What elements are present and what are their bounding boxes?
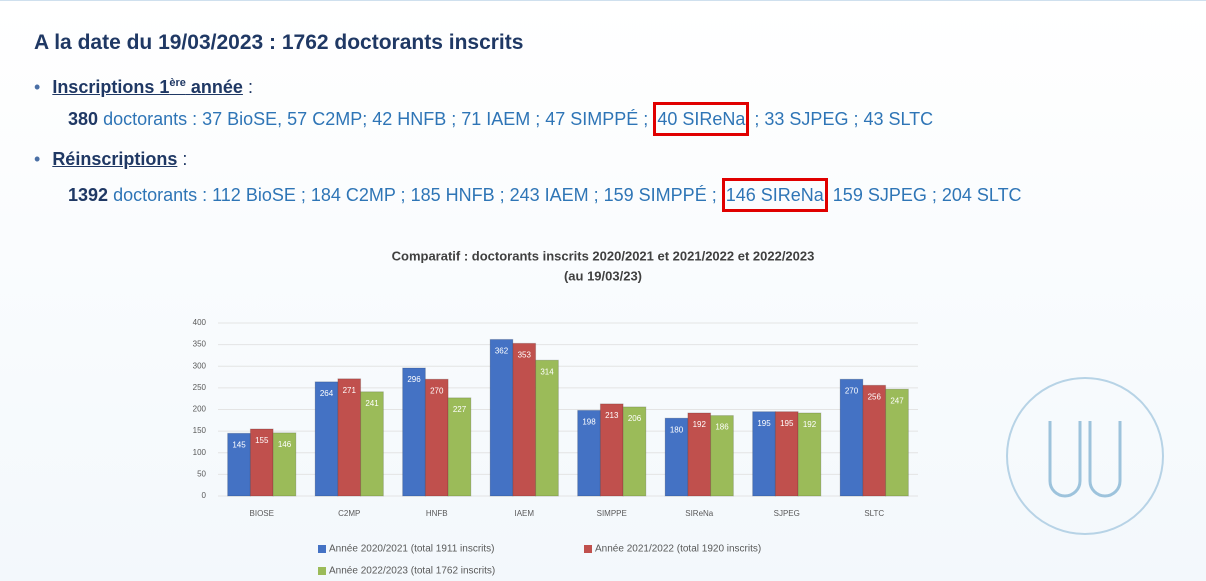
data-label: 270 [845, 386, 859, 395]
data-label: 192 [693, 420, 707, 429]
line: 1392 doctorants : 112 BioSE ; 184 C2MP ;… [68, 178, 1022, 212]
data-label: 241 [365, 399, 379, 408]
data-label: 353 [518, 350, 532, 359]
data-label: 314 [540, 367, 554, 376]
bar [622, 406, 647, 497]
legend-label: Année 2021/2022 (total 1920 inscrits) [595, 544, 761, 555]
y-tick-label: 150 [193, 426, 207, 435]
text: 159 SJPEG ; 204 SLTC [832, 185, 1022, 205]
chart-subtitle: (au 19/03/23) [564, 268, 642, 283]
y-tick-label: 50 [197, 469, 206, 478]
y-tick-label: 100 [193, 448, 207, 457]
highlight: 40 SIReNa [653, 102, 750, 136]
bar [839, 378, 864, 497]
bar [272, 432, 297, 497]
data-label: 256 [868, 392, 882, 401]
data-label: 198 [582, 417, 596, 426]
y-tick-label: 300 [193, 361, 207, 370]
y-tick-label: 400 [193, 318, 207, 327]
y-tick-label: 200 [193, 405, 207, 414]
bullet-label: année [190, 77, 243, 97]
x-tick-label: HNFB [426, 509, 448, 518]
x-tick-label: C2MP [338, 509, 360, 518]
data-label: 146 [278, 440, 292, 449]
line: 380 doctorants : 37 BioSE, 57 C2MP; 42 H… [68, 102, 934, 136]
y-tick-label: 0 [202, 491, 207, 500]
legend-swatch [318, 545, 326, 553]
bar [314, 381, 339, 497]
bar [360, 391, 384, 497]
x-tick-label: SLTC [864, 509, 884, 518]
data-label: 180 [670, 425, 684, 434]
x-tick-label: SIReNa [685, 509, 714, 518]
bar [797, 412, 822, 497]
data-label: 206 [628, 414, 642, 423]
bar [447, 397, 472, 497]
highlight: 146 SIReNa [721, 178, 828, 212]
data-label: 247 [890, 396, 904, 405]
legend-label: Année 2020/2021 (total 1911 inscrits) [329, 544, 494, 555]
logo [1006, 377, 1164, 535]
bullet-label: ère [169, 77, 186, 89]
legend-label: Année 2022/2023 (total 1762 inscrits) [329, 566, 495, 577]
data-label: 192 [803, 420, 817, 429]
bar [337, 378, 362, 497]
x-tick-label: IAEM [514, 509, 534, 518]
bullet: • Réinscriptions : [34, 149, 188, 169]
bar [512, 342, 537, 497]
colon: : [247, 77, 253, 97]
bar [862, 384, 887, 497]
legend-swatch [318, 567, 326, 575]
data-label: 145 [232, 440, 246, 449]
logo-mark [1048, 421, 1122, 498]
text: doctorants : 112 BioSE ; 184 C2MP ; 185 … [113, 185, 717, 205]
x-tick-label: SJPEG [774, 509, 800, 518]
chart-title: Comparatif : doctorants inscrits 2020/20… [392, 248, 815, 263]
bullet-label: Réinscriptions [52, 149, 178, 169]
bar [535, 359, 559, 497]
y-tick-label: 350 [193, 340, 207, 349]
data-label: 195 [757, 419, 771, 428]
x-tick-label: BIOSE [250, 509, 274, 518]
count: 380 [68, 109, 99, 129]
y-tick-label: 250 [193, 383, 207, 392]
data-label: 296 [407, 375, 421, 384]
data-label: 155 [255, 436, 269, 445]
data-label: 195 [780, 419, 794, 428]
text: ; 33 SJPEG ; 43 SLTC [754, 109, 934, 129]
legend-swatch [584, 545, 592, 553]
data-label: 227 [453, 405, 467, 414]
bullet-label: Inscriptions 1 [52, 77, 170, 97]
count: 1392 [68, 185, 109, 205]
data-label: 362 [495, 347, 509, 356]
bullet: • Inscriptions 1ère année : [34, 77, 253, 97]
data-label: 270 [430, 386, 444, 395]
data-label: 264 [320, 389, 334, 398]
data-label: 213 [605, 411, 619, 420]
data-label: 186 [715, 423, 729, 432]
bar [489, 338, 514, 497]
colon: : [182, 149, 188, 169]
x-tick-label: SIMPPE [597, 509, 627, 518]
data-label: 271 [343, 386, 357, 395]
bar [424, 378, 449, 497]
bar [710, 415, 734, 497]
bar [885, 388, 909, 497]
heading: A la date du 19/03/2023 : 1762 doctorant… [34, 31, 524, 54]
text: doctorants : 37 BioSE, 57 C2MP; 42 HNFB … [103, 109, 649, 129]
bar [402, 367, 426, 497]
